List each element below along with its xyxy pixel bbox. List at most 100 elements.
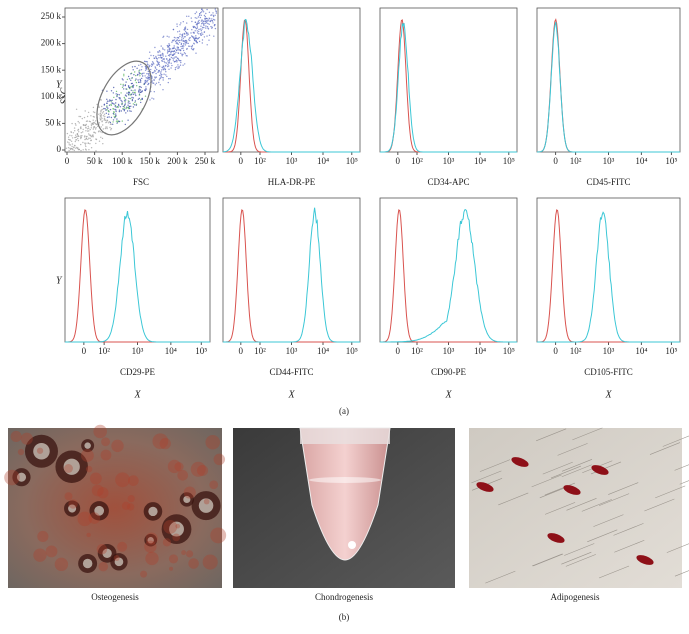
x-tick-label: 0	[239, 346, 244, 356]
fiber	[536, 428, 567, 442]
point	[196, 38, 199, 40]
point	[131, 66, 134, 68]
point	[85, 142, 87, 144]
point	[168, 65, 170, 67]
point	[180, 61, 182, 64]
point	[145, 88, 148, 90]
x-tick-label: 10²	[254, 346, 266, 356]
point	[92, 136, 94, 138]
point	[117, 120, 119, 122]
stain	[68, 499, 78, 509]
point	[118, 97, 120, 99]
point	[124, 98, 126, 100]
point	[134, 93, 136, 95]
point	[167, 46, 169, 48]
x-tick-label: 0	[553, 346, 558, 356]
stain	[205, 434, 221, 450]
stain	[162, 538, 172, 547]
point	[192, 48, 194, 51]
point	[134, 65, 136, 68]
image-caption: Osteogenesis	[91, 592, 139, 602]
point	[175, 42, 177, 45]
point	[101, 137, 104, 140]
y-tick-label: 200 k	[41, 38, 62, 48]
point	[110, 116, 113, 119]
point	[92, 128, 95, 130]
stain	[127, 495, 135, 503]
point	[139, 81, 142, 83]
stain	[37, 530, 49, 543]
point	[171, 54, 174, 57]
point	[101, 117, 103, 120]
x-tick-label: 10²	[570, 346, 582, 356]
point	[110, 129, 112, 131]
point	[87, 130, 89, 132]
point	[180, 60, 182, 62]
point	[161, 59, 163, 62]
point	[137, 98, 139, 101]
fiber	[599, 493, 630, 506]
point	[109, 99, 111, 101]
point	[207, 20, 209, 22]
point	[186, 15, 188, 17]
point	[170, 56, 173, 59]
point	[108, 104, 111, 106]
stain	[45, 545, 58, 558]
point	[125, 95, 128, 97]
point	[184, 44, 187, 46]
x-tick-label: 0	[239, 156, 244, 166]
point	[105, 126, 107, 128]
point	[156, 58, 159, 60]
nodule-core	[33, 442, 50, 460]
point	[168, 68, 170, 71]
point	[103, 103, 106, 106]
stain	[188, 558, 199, 569]
point	[102, 128, 105, 130]
point	[195, 11, 198, 13]
point	[92, 111, 95, 113]
point	[196, 30, 198, 32]
point	[195, 52, 197, 54]
point	[124, 103, 127, 105]
fiber	[614, 539, 645, 553]
point	[106, 116, 109, 119]
point	[92, 119, 94, 121]
point	[176, 66, 178, 68]
point	[150, 54, 152, 57]
point	[109, 126, 111, 129]
point	[88, 133, 90, 135]
point	[80, 135, 82, 137]
point	[174, 40, 177, 43]
point	[118, 109, 121, 111]
point	[139, 75, 141, 77]
point	[210, 14, 212, 16]
point	[211, 26, 213, 28]
x-tick-label: 10⁵	[195, 346, 207, 356]
point	[194, 12, 196, 15]
point	[145, 77, 147, 79]
point	[182, 64, 184, 66]
point	[128, 92, 131, 94]
point	[201, 32, 203, 34]
point	[106, 108, 108, 111]
point	[204, 15, 206, 18]
nodule-core	[63, 458, 80, 475]
point	[202, 11, 205, 13]
point	[177, 37, 179, 39]
point	[175, 39, 177, 42]
lipid	[563, 485, 581, 495]
point	[98, 122, 101, 124]
x-tick-label: 10³	[443, 346, 455, 356]
point	[178, 49, 180, 51]
point	[184, 28, 187, 30]
stain	[33, 548, 47, 562]
point	[90, 139, 92, 141]
point	[80, 132, 83, 134]
point	[140, 63, 142, 66]
marker-histogram	[223, 207, 360, 343]
x-tick-label: 0	[65, 156, 70, 166]
point	[123, 73, 125, 76]
x-tick-label: 100 k	[112, 156, 133, 166]
point	[144, 95, 147, 97]
point	[84, 142, 86, 144]
